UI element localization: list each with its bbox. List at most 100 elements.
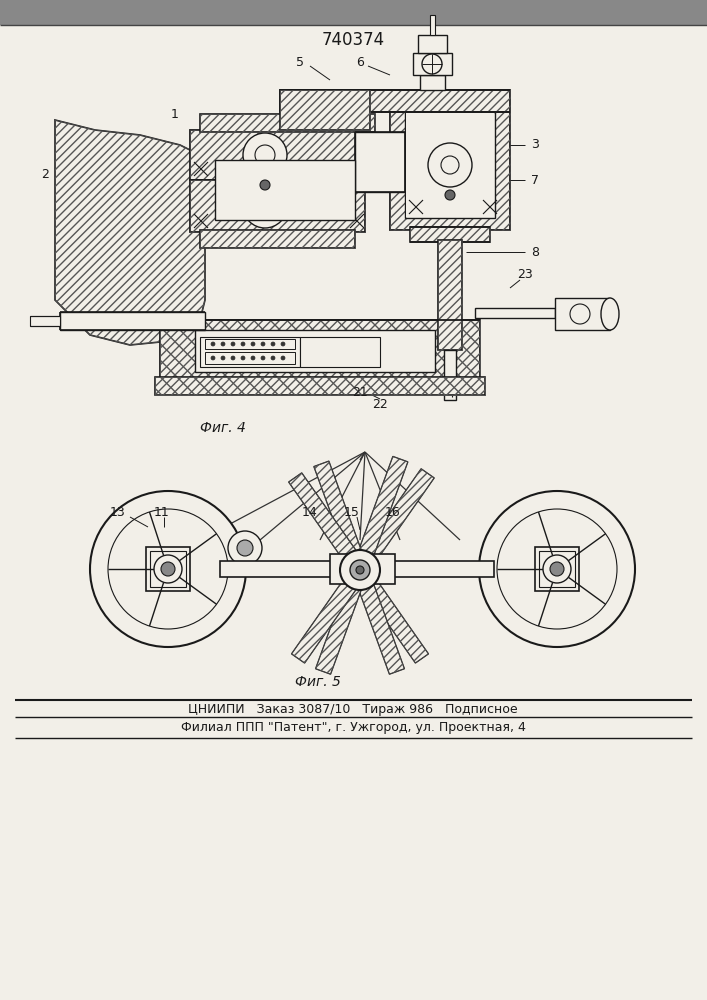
Bar [405, 112, 495, 218]
Circle shape [497, 509, 617, 629]
Bar [555, 298, 610, 330]
Bar [200, 114, 375, 132]
Circle shape [261, 356, 265, 360]
Circle shape [550, 562, 564, 576]
Bar [280, 90, 370, 130]
Text: 5: 5 [296, 55, 304, 68]
Bar [438, 240, 462, 350]
Polygon shape [358, 456, 408, 556]
Bar [160, 320, 480, 380]
Bar [160, 320, 480, 380]
Circle shape [243, 133, 287, 177]
Polygon shape [314, 461, 361, 556]
Bar [410, 227, 490, 242]
Circle shape [251, 356, 255, 360]
Bar [430, 15, 435, 35]
Text: 3: 3 [531, 138, 539, 151]
Circle shape [241, 342, 245, 346]
Bar [160, 320, 480, 380]
Bar [406, 113, 494, 217]
Bar [195, 330, 435, 372]
Text: 11: 11 [154, 506, 170, 520]
Text: 6: 6 [356, 55, 364, 68]
Bar [420, 75, 445, 90]
Bar [280, 90, 510, 112]
Text: 21: 21 [352, 386, 368, 399]
Bar [390, 100, 510, 230]
Text: 14: 14 [302, 506, 318, 520]
Text: 2: 2 [41, 168, 49, 182]
Circle shape [350, 560, 370, 580]
Bar [438, 240, 462, 350]
Circle shape [211, 342, 215, 346]
Bar [155, 377, 485, 395]
Bar [535, 547, 579, 591]
Polygon shape [55, 120, 205, 345]
Text: Фиг. 4: Фиг. 4 [200, 421, 246, 435]
Text: 740374: 740374 [322, 31, 385, 49]
Bar [413, 53, 452, 75]
Text: ЦНИИПИ   Заказ 3087/10   Тираж 986   Подписное: ЦНИИПИ Заказ 3087/10 Тираж 986 Подписное [188, 702, 518, 716]
Text: 16: 16 [385, 506, 401, 520]
Polygon shape [358, 584, 404, 674]
Circle shape [228, 531, 262, 565]
Circle shape [543, 555, 571, 583]
Polygon shape [315, 584, 361, 674]
Circle shape [211, 356, 215, 360]
Circle shape [221, 356, 225, 360]
Circle shape [356, 566, 364, 574]
Bar [330, 554, 395, 584]
Bar [190, 180, 365, 232]
Bar [200, 230, 355, 248]
Text: 13: 13 [110, 506, 126, 520]
Text: Филиал ППП "Патент", г. Ужгород, ул. Проектная, 4: Филиал ППП "Патент", г. Ужгород, ул. Про… [180, 720, 525, 734]
Circle shape [108, 509, 228, 629]
Bar [60, 312, 205, 330]
Polygon shape [291, 580, 356, 663]
Circle shape [340, 550, 380, 590]
Text: 1: 1 [171, 108, 179, 121]
Bar [155, 377, 485, 395]
Bar [410, 227, 490, 242]
Circle shape [271, 356, 275, 360]
Circle shape [428, 143, 472, 187]
Bar [190, 130, 365, 180]
Bar [150, 551, 186, 587]
Circle shape [243, 184, 287, 228]
Bar [300, 337, 380, 367]
Circle shape [422, 54, 442, 74]
Circle shape [281, 342, 285, 346]
Bar [190, 130, 365, 180]
Bar [155, 377, 485, 395]
Circle shape [445, 190, 455, 200]
Polygon shape [364, 580, 428, 663]
Bar [0, 0, 707, 25]
Bar [475, 308, 555, 318]
Bar [30, 316, 60, 326]
Circle shape [260, 180, 270, 190]
Ellipse shape [601, 298, 619, 330]
Bar [190, 180, 365, 232]
Circle shape [237, 540, 253, 556]
Circle shape [221, 342, 225, 346]
Circle shape [161, 562, 175, 576]
Circle shape [281, 356, 285, 360]
Bar [205, 339, 295, 349]
Text: 22: 22 [372, 398, 388, 412]
Circle shape [154, 555, 182, 583]
Bar [220, 561, 332, 577]
Circle shape [479, 491, 635, 647]
Circle shape [261, 342, 265, 346]
Text: 8: 8 [531, 245, 539, 258]
Bar [382, 561, 494, 577]
Polygon shape [364, 469, 434, 560]
Polygon shape [288, 473, 356, 560]
Circle shape [90, 491, 246, 647]
Circle shape [271, 342, 275, 346]
Bar [205, 352, 295, 364]
Circle shape [251, 342, 255, 346]
Bar [444, 350, 456, 400]
Text: 7: 7 [531, 174, 539, 186]
Bar [200, 337, 300, 367]
Bar [280, 90, 370, 130]
